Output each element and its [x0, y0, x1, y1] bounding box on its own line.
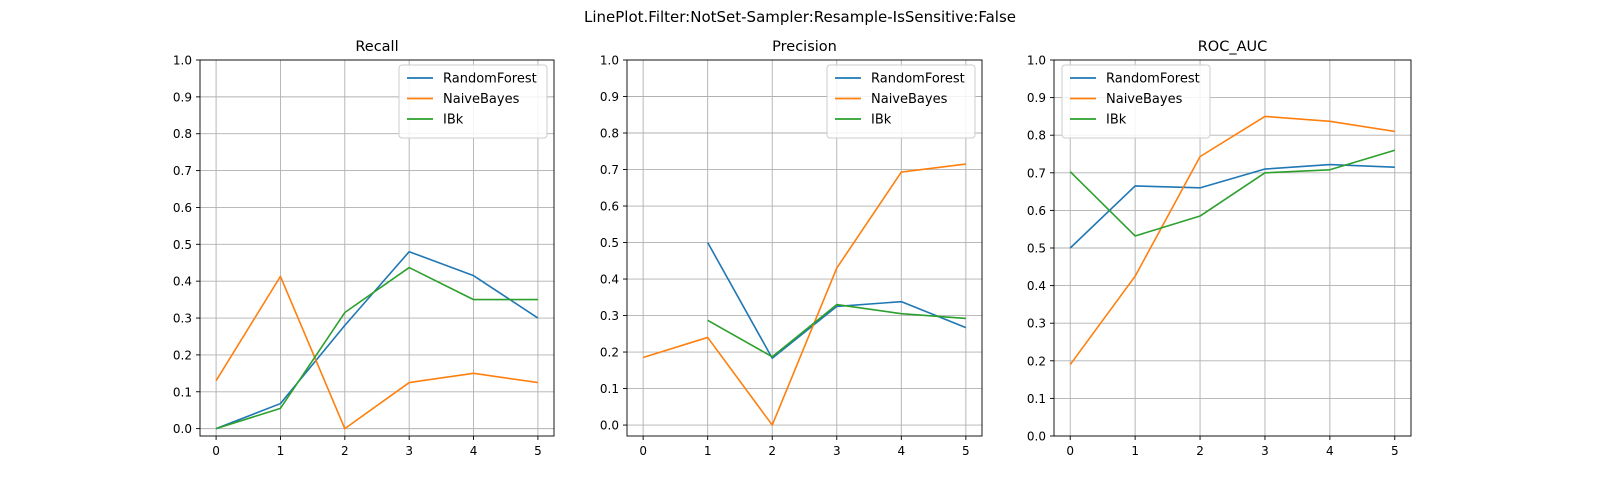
y-tick-label: 0.3	[173, 312, 192, 326]
axes-frame	[626, 59, 983, 437]
y-tick-label: 0.3	[600, 309, 619, 323]
y-tick-label: 0.8	[600, 127, 619, 141]
y-tick-label: 0.4	[173, 275, 192, 289]
y-tick-label: 0.9	[1027, 91, 1046, 105]
y-tick-label: 0.9	[173, 90, 192, 104]
x-tick-label: 0	[212, 444, 220, 458]
legend-label-randomforest: RandomForest	[443, 72, 537, 87]
x-tick-label: 4	[897, 444, 905, 458]
subplot-title: ROC_AUC	[1198, 39, 1268, 55]
axes-frame	[199, 59, 555, 437]
legend-box	[1061, 64, 1211, 139]
y-tick-label: 0.1	[600, 382, 619, 396]
series-line-ibk	[707, 303, 966, 358]
y-tick-label: 0.7	[1027, 166, 1046, 180]
legend: RandomForest NaiveBayes IBk	[826, 64, 976, 139]
y-tick-label: 0.1	[173, 385, 192, 399]
y-tick-label: 0.2	[600, 346, 619, 360]
y-tick-label: 0.5	[173, 238, 192, 252]
legend-label-ibk: IBk	[871, 113, 892, 128]
series-line-randomforest	[215, 250, 539, 430]
legend-label-naivebayes: NaiveBayes	[1106, 92, 1183, 107]
y-tick-label: 0.0	[600, 419, 619, 433]
subplot-recall: Recall 0 1 2 3 4 5 0.0 0.1 0.2 0.3 0.4 0.5 0.6 0.7 0.8 0…	[173, 39, 555, 458]
y-tick-label: 0.0	[173, 422, 192, 436]
y-tick-label: 0.6	[1027, 204, 1046, 218]
y-tick-label: 0.3	[1027, 317, 1046, 331]
y-tick-label: 0.2	[173, 348, 192, 362]
series-line-naivebayes	[642, 163, 966, 426]
y-tick-label: 0.0	[1027, 430, 1046, 444]
series-line-naivebayes	[1069, 115, 1395, 366]
figure-title: LinePlot.Filter:NotSet-Sampler:Resample-…	[584, 8, 1016, 26]
y-tick-label: 1.0	[173, 54, 192, 68]
subplot-title: Recall	[355, 39, 398, 55]
legend-label-naivebayes: NaiveBayes	[443, 92, 520, 107]
subplot-precision: Precision 0 1 2 3 4 5 0.0 0.1 0.2 0.3 0.4 0.5 0.6 0.7 0…	[600, 39, 983, 458]
legend-box	[826, 64, 976, 139]
y-tick-label: 0.7	[600, 163, 619, 177]
legend-label-ibk: IBk	[443, 113, 464, 128]
subplot-roc-auc: ROC_AUC 0 1 2 3 4 5 0.0 0.1 0.2 0.3 0.4 0.5 0.6 0.7 0.8…	[1027, 39, 1412, 458]
y-tick-label: 0.6	[173, 201, 192, 215]
x-tick-label: 0	[1066, 444, 1074, 458]
x-tick-label: 1	[1131, 444, 1139, 458]
legend-label-randomforest: RandomForest	[1106, 72, 1200, 87]
series-line-randomforest	[706, 242, 967, 360]
y-tick-label: 1.0	[600, 54, 619, 68]
y-tick-label: 0.1	[1027, 392, 1046, 406]
y-tick-label: 0.4	[1027, 279, 1046, 293]
series-line-ibk	[215, 266, 538, 430]
x-tick-label: 2	[1196, 444, 1204, 458]
series-line-naivebayes	[215, 275, 539, 430]
legend: RandomForest NaiveBayes IBk	[398, 64, 548, 139]
x-tick-label: 3	[1261, 444, 1269, 458]
y-tick-label: 0.8	[173, 127, 192, 141]
x-tick-label: 2	[341, 444, 349, 458]
x-tick-label: 2	[768, 444, 776, 458]
legend-label-ibk: IBk	[1106, 113, 1127, 128]
x-tick-label: 3	[833, 444, 841, 458]
x-tick-label: 4	[470, 444, 478, 458]
legend-label-randomforest: RandomForest	[871, 72, 965, 87]
y-tick-label: 1.0	[1027, 54, 1046, 68]
series-line-ibk	[1069, 149, 1396, 237]
legend: RandomForest NaiveBayes IBk	[1061, 64, 1211, 139]
x-tick-label: 1	[704, 444, 712, 458]
y-tick-label: 0.5	[1027, 242, 1046, 256]
x-tick-label: 4	[1326, 444, 1334, 458]
series-line-randomforest	[1069, 163, 1395, 249]
x-tick-label: 5	[1391, 444, 1399, 458]
x-tick-label: 0	[639, 444, 647, 458]
legend-label-naivebayes: NaiveBayes	[871, 92, 948, 107]
y-tick-label: 0.7	[173, 164, 192, 178]
x-tick-label: 5	[962, 444, 970, 458]
y-tick-label: 0.9	[600, 90, 619, 104]
x-tick-label: 1	[277, 444, 285, 458]
subplot-title: Precision	[772, 39, 837, 55]
subplots: Recall 0 1 2 3 4 5 0.0 0.1 0.2 0.3 0.4 0.5 0.6 0.7 0.8 0…	[173, 39, 1412, 458]
y-tick-label: 0.4	[600, 273, 619, 287]
x-tick-label: 5	[534, 444, 542, 458]
legend-box	[398, 64, 548, 139]
y-tick-label: 0.5	[600, 236, 619, 250]
x-tick-label: 3	[405, 444, 413, 458]
y-tick-label: 0.8	[1027, 129, 1046, 143]
y-tick-label: 0.6	[600, 200, 619, 214]
y-tick-label: 0.2	[1027, 354, 1046, 368]
